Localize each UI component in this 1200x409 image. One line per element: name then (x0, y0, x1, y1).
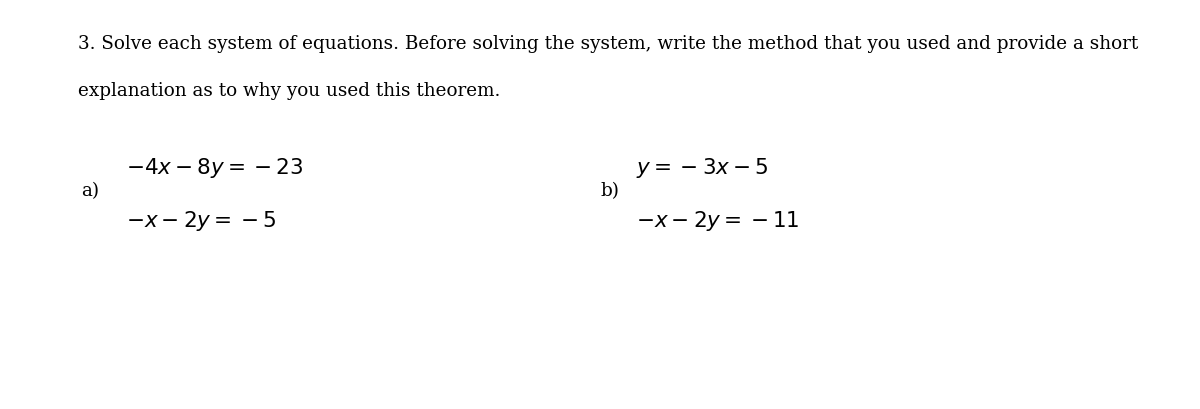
Text: b): b) (600, 182, 619, 200)
Text: $y = -3x - 5$: $y = -3x - 5$ (636, 155, 769, 180)
Text: explanation as to why you used this theorem.: explanation as to why you used this theo… (78, 82, 500, 100)
Text: 3. Solve each system of equations. Before solving the system, write the method t: 3. Solve each system of equations. Befor… (78, 35, 1139, 53)
Text: $-4x - 8y = -23$: $-4x - 8y = -23$ (126, 155, 304, 180)
Text: a): a) (82, 182, 100, 200)
Text: $-x - 2y = -5$: $-x - 2y = -5$ (126, 209, 276, 233)
Text: $-x - 2y = -11$: $-x - 2y = -11$ (636, 209, 799, 233)
